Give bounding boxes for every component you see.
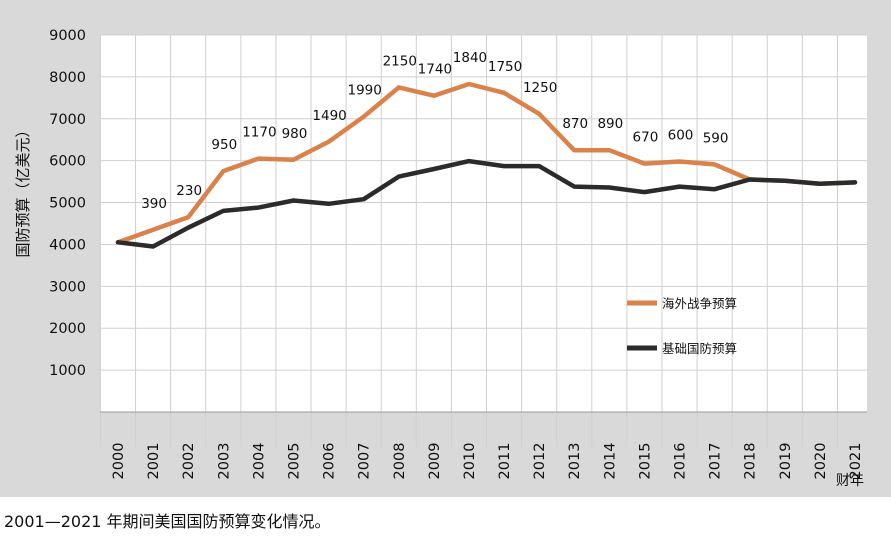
x-tick-label: 2008 (392, 443, 408, 480)
y-axis-ticks: 1000 2000 3000 4000 5000 6000 7000 8000 9000 (49, 28, 86, 379)
y-tick-label: 2000 (49, 321, 86, 337)
series-lines (115, 81, 858, 249)
x-tick-label: 2019 (778, 443, 794, 480)
data-label: 980 (282, 126, 308, 142)
y-tick-label: 4000 (49, 237, 86, 253)
y-axis-label: 国防预算（亿美元） (14, 122, 32, 257)
y-tick-label: 1000 (49, 363, 86, 379)
x-tick-label: 2012 (532, 443, 548, 480)
figure-caption: 2001—2021 年期间美国国防预算变化情况。 (4, 512, 331, 531)
line-chart: 1000 2000 3000 4000 5000 6000 7000 8000 9000 200… (14, 28, 867, 489)
data-label: 1990 (347, 83, 381, 99)
data-labels: 390 230 950 1170 980149019902150174018401750… (141, 50, 728, 212)
x-tick-label: 2016 (673, 443, 689, 480)
x-tick-label: 2001 (146, 443, 162, 480)
legend-entry: 海外战争预算 (662, 296, 737, 311)
x-tick-label: 2005 (286, 443, 302, 480)
y-tick-label: 9000 (49, 28, 86, 44)
chart-figure: 1000 2000 3000 4000 5000 6000 7000 8000 9000 200… (0, 0, 891, 497)
x-axis-label: 财年 (836, 473, 864, 489)
y-tick-label: 7000 (49, 112, 86, 128)
plot-area (100, 35, 867, 412)
data-label: 1740 (418, 62, 452, 78)
series-line (115, 81, 858, 245)
data-label: 1750 (488, 59, 522, 75)
x-tick-label: 2002 (181, 443, 197, 480)
x-tick-label: 2007 (357, 443, 373, 480)
gridlines (99, 34, 867, 447)
data-label: 950 (211, 137, 237, 153)
x-tick-label: 2004 (251, 443, 267, 480)
data-label: 1170 (242, 125, 276, 141)
data-label: 230 (176, 183, 202, 199)
data-label: 1840 (453, 50, 487, 66)
x-tick-label: 2010 (462, 443, 478, 480)
series-line (115, 158, 858, 249)
x-axis-ticks: 2000 2001 2002 2003 2004 2005 2006 2007 2008 2009… (111, 443, 864, 480)
x-tick-label: 2009 (427, 443, 443, 480)
x-tick-label: 2011 (497, 443, 513, 480)
data-label: 890 (597, 116, 623, 132)
data-label: 390 (141, 196, 167, 212)
y-tick-label: 3000 (49, 279, 86, 295)
y-tick-label: 8000 (49, 70, 86, 86)
data-label: 600 (668, 128, 694, 144)
x-tick-label: 2003 (216, 443, 232, 480)
legend-entry: 基础国防预算 (662, 341, 737, 356)
data-label: 590 (703, 130, 729, 146)
x-tick-label: 2018 (743, 443, 759, 480)
x-tick-label: 2013 (567, 443, 583, 480)
x-tick-label: 2017 (708, 443, 724, 480)
x-tick-label: 2006 (322, 443, 338, 480)
x-tick-label: 2014 (602, 443, 618, 480)
data-label: 670 (633, 130, 659, 146)
x-tick-label: 2015 (637, 443, 653, 480)
data-label: 1490 (312, 108, 346, 124)
data-label: 1250 (523, 80, 557, 96)
y-tick-label: 6000 (49, 154, 86, 170)
data-label: 870 (562, 116, 588, 132)
y-tick-label: 5000 (49, 196, 86, 212)
x-tick-label: 2000 (111, 443, 127, 480)
x-tick-label: 2020 (813, 443, 829, 480)
x-tick-label: 2021 (848, 443, 864, 480)
data-label: 2150 (383, 53, 417, 69)
